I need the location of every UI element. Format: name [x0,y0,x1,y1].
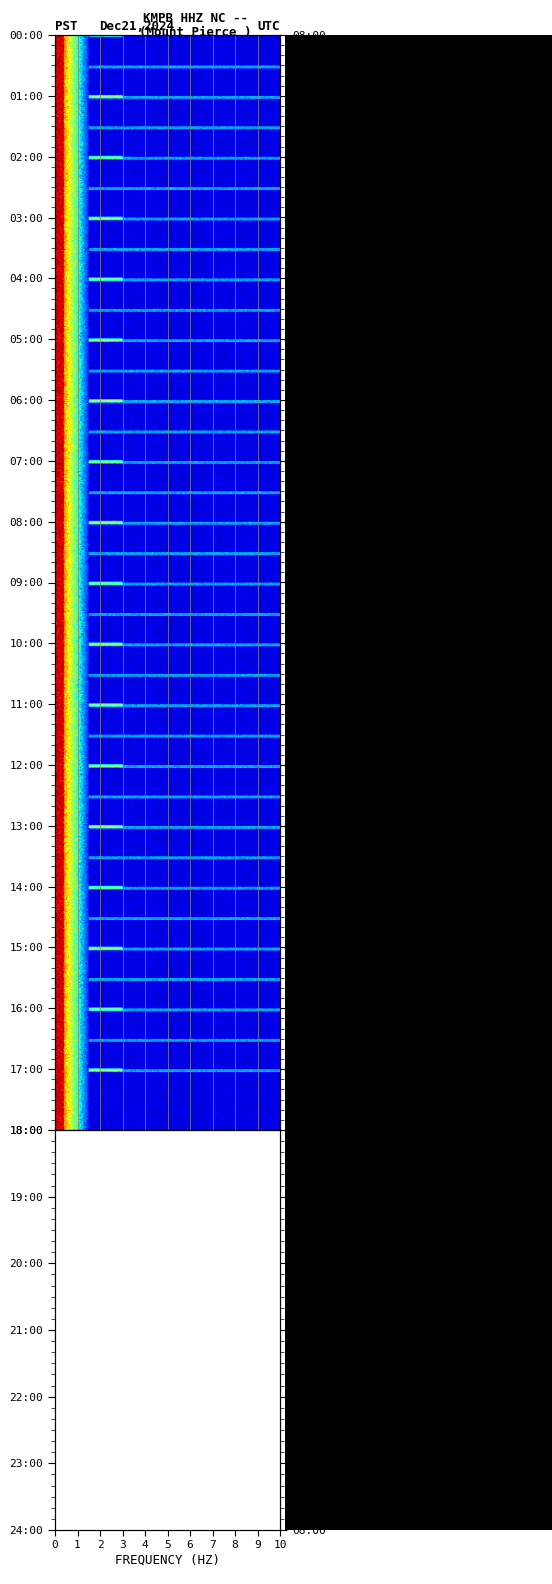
X-axis label: FREQUENCY (HZ): FREQUENCY (HZ) [115,1554,220,1567]
Text: (Mount Pierce ): (Mount Pierce ) [139,25,251,40]
Text: KMPB HHZ NC --: KMPB HHZ NC -- [142,13,248,25]
Text: Dec21,2024: Dec21,2024 [99,21,174,33]
Text: PST: PST [55,21,77,33]
Text: UTC: UTC [257,21,279,33]
